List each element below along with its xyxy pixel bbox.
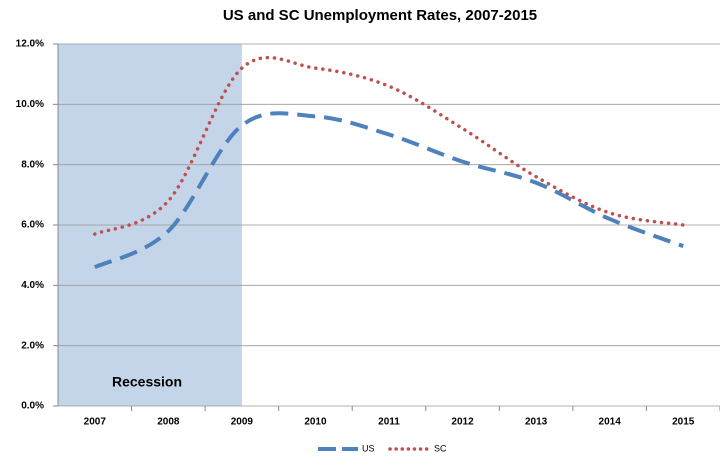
chart-title: US and SC Unemployment Rates, 2007-2015 <box>223 7 537 24</box>
x-tick-label: 2009 <box>231 417 254 428</box>
x-tick-label: 2011 <box>378 417 400 428</box>
y-tick-label: 2.0% <box>21 340 44 351</box>
y-tick-label: 12.0% <box>16 39 44 50</box>
x-tick-label: 2010 <box>304 417 327 428</box>
x-tick-label: 2015 <box>672 417 695 428</box>
y-tick-label: 6.0% <box>21 220 44 231</box>
legend-label: US <box>362 443 375 453</box>
legend-label: SC <box>434 443 447 453</box>
x-tick-label: 2013 <box>525 417 548 428</box>
x-tick-label: 2008 <box>157 417 180 428</box>
y-tick-label: 0.0% <box>21 401 44 412</box>
x-tick-label: 2014 <box>599 417 622 428</box>
annotation: Recession <box>112 374 182 390</box>
y-tick-label: 10.0% <box>16 99 44 110</box>
y-tick-label: 8.0% <box>21 159 44 170</box>
line-series <box>93 55 685 236</box>
line-series <box>93 111 684 270</box>
y-tick-label: 4.0% <box>21 280 44 291</box>
x-tick-label: 2012 <box>451 417 474 428</box>
x-tick-label: 2007 <box>84 417 107 428</box>
